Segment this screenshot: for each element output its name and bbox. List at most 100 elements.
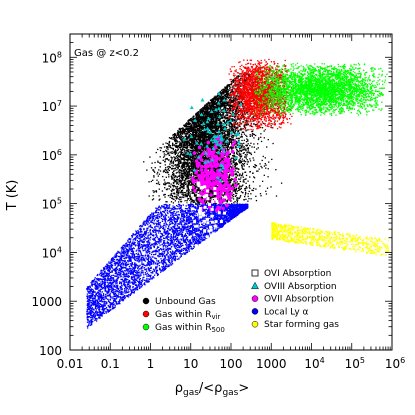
- data-point: [175, 137, 178, 139]
- data-point: [172, 202, 175, 204]
- data-point: [199, 121, 202, 123]
- data-point: [233, 99, 235, 101]
- data-point: [188, 171, 191, 173]
- data-point: [263, 174, 265, 176]
- data-point: [241, 146, 243, 148]
- data-point: [205, 108, 207, 111]
- data-point: [233, 151, 235, 154]
- data-point: [187, 171, 189, 174]
- data-point: [239, 188, 241, 190]
- data-point: [212, 117, 214, 120]
- data-point: [204, 149, 206, 151]
- data-point: [175, 166, 177, 168]
- data-point: [143, 161, 145, 163]
- data-point: [222, 169, 224, 171]
- data-point: [196, 173, 198, 176]
- data-point: [230, 99, 233, 101]
- data-point: [170, 162, 172, 164]
- data-point: [173, 192, 175, 194]
- data-point: [179, 192, 181, 194]
- data-point: [158, 195, 160, 197]
- data-point: [213, 116, 216, 119]
- data-point: [238, 154, 240, 156]
- data-point: [228, 182, 230, 184]
- data-point: [182, 183, 184, 185]
- data-point: [194, 142, 196, 145]
- data-point: [222, 136, 224, 138]
- data-point: [236, 90, 238, 93]
- data-point: [210, 122, 212, 124]
- data-point: [226, 146, 228, 148]
- data-point: [216, 125, 218, 127]
- data-point: [210, 120, 212, 122]
- data-point: [228, 135, 230, 137]
- data-point: [167, 168, 169, 171]
- data-point: [162, 143, 164, 145]
- data-point: [194, 195, 196, 197]
- data-point: [239, 154, 241, 156]
- data-point: [219, 108, 221, 110]
- data-point: [234, 130, 236, 133]
- data-point: [198, 192, 201, 194]
- data-point: [226, 91, 228, 94]
- data-point: [187, 194, 190, 196]
- data-point: [236, 83, 238, 85]
- data-point: [172, 198, 174, 200]
- data-point: [188, 170, 191, 172]
- data-point: [180, 158, 182, 160]
- data-point: [182, 154, 184, 157]
- data-point: [210, 142, 212, 144]
- data-point: [245, 161, 247, 163]
- data-point: [170, 186, 172, 188]
- data-point: [237, 137, 239, 140]
- data-point: [203, 136, 206, 139]
- data-point: [167, 151, 169, 153]
- data-point: [196, 152, 198, 154]
- data-point: [201, 128, 203, 130]
- data-point: [165, 153, 167, 156]
- data-point: [201, 127, 203, 129]
- data-point: [223, 191, 226, 193]
- data-point: [220, 123, 222, 126]
- data-point: [194, 128, 197, 131]
- data-point: [183, 171, 186, 173]
- data-point: [220, 182, 223, 184]
- data-point: [193, 156, 195, 158]
- data-point: [236, 106, 238, 109]
- data-point: [244, 189, 247, 191]
- data-point: [182, 186, 184, 189]
- data-point: [228, 132, 230, 135]
- data-point: [233, 112, 235, 115]
- data-point: [241, 102, 243, 104]
- data-point: [226, 133, 228, 136]
- data-point: [184, 149, 186, 152]
- data-point: [150, 167, 153, 169]
- data-point: [214, 102, 216, 104]
- data-point: [228, 124, 230, 127]
- data-point: [226, 104, 228, 107]
- data-point: [267, 168, 269, 170]
- data-point: [231, 100, 233, 102]
- data-point: [216, 130, 218, 132]
- data-point: [215, 103, 217, 106]
- data-point: [179, 184, 182, 187]
- data-point: [202, 119, 204, 121]
- data-point: [189, 197, 191, 200]
- data-point: [200, 144, 202, 147]
- data-point: [154, 161, 156, 164]
- data-point: [186, 162, 188, 164]
- data-point: [229, 182, 232, 184]
- data-point: [228, 129, 231, 132]
- data-point: [226, 148, 229, 150]
- data-point: [211, 124, 213, 126]
- data-point: [230, 130, 233, 132]
- data-point: [235, 192, 237, 195]
- data-point: [163, 179, 166, 181]
- data-point: [192, 163, 194, 165]
- data-point: [205, 133, 207, 135]
- data-point: [219, 117, 221, 120]
- data-point: [264, 157, 266, 159]
- data-point: [178, 159, 180, 161]
- data-point: [224, 143, 226, 146]
- data-point: [177, 191, 179, 193]
